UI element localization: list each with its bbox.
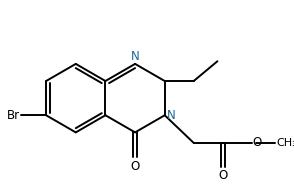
Text: Br: Br xyxy=(7,109,20,122)
Text: N: N xyxy=(131,50,139,63)
Text: O: O xyxy=(218,169,227,182)
Text: O: O xyxy=(131,159,140,172)
Text: O: O xyxy=(253,136,262,149)
Text: CH₃: CH₃ xyxy=(276,138,294,148)
Text: N: N xyxy=(167,109,176,122)
